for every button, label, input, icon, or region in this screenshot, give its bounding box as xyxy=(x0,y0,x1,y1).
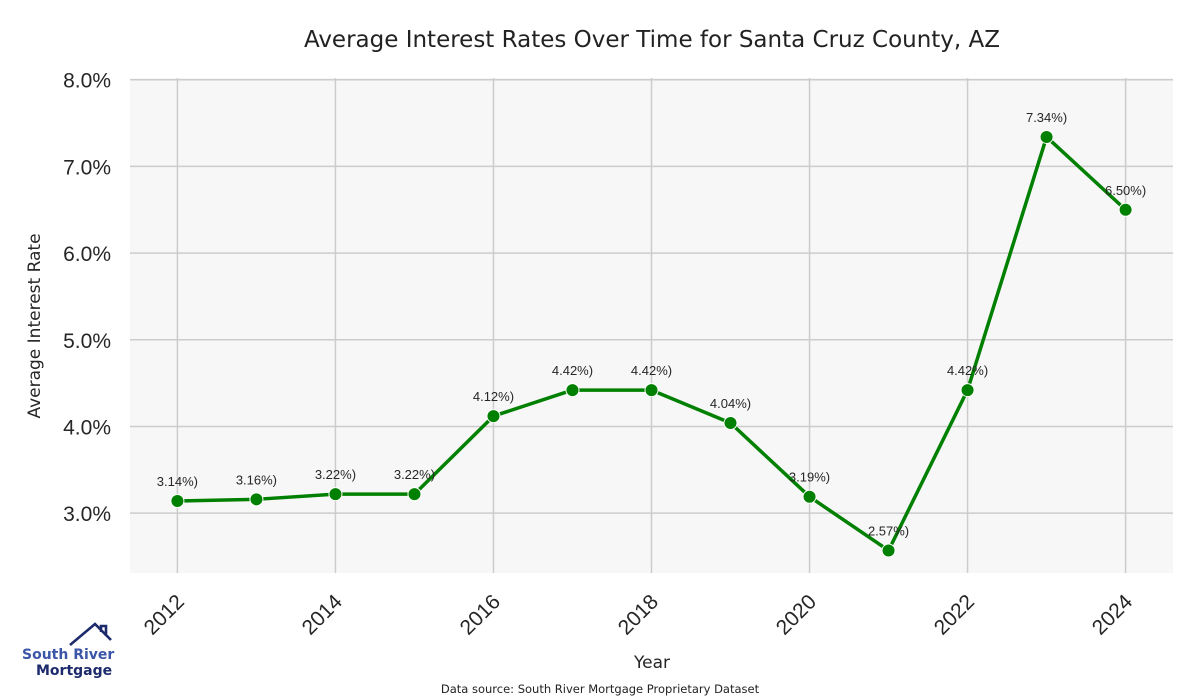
company-logo: South River Mortgage xyxy=(22,622,114,679)
y-tick-labels: 3.0% 4.0% 5.0% 6.0% 7.0% 8.0% xyxy=(63,70,111,526)
data-label: 4.04%) xyxy=(710,396,751,411)
data-point xyxy=(249,492,264,507)
x-tick-label: 2020 xyxy=(772,590,821,639)
logo-line-2: Mortgage xyxy=(36,663,112,679)
x-tick-label: 2024 xyxy=(1088,590,1138,640)
chart-title: Average Interest Rates Over Time for San… xyxy=(304,27,1000,53)
data-label: 4.42%) xyxy=(631,363,672,378)
data-label: 3.22%) xyxy=(315,467,356,482)
logo-line-1: South River xyxy=(22,647,114,663)
data-point xyxy=(486,409,501,424)
data-label: 4.42%) xyxy=(552,363,593,378)
data-point xyxy=(644,383,659,398)
data-label: 3.14%) xyxy=(157,474,198,489)
y-axis-label: Average Interest Rate xyxy=(25,233,45,418)
data-source-note: Data source: South River Mortgage Propri… xyxy=(441,682,760,696)
data-points xyxy=(170,129,1133,558)
x-gridlines xyxy=(176,78,1127,573)
data-point xyxy=(881,543,896,558)
data-point xyxy=(960,383,975,398)
data-label: 6.50%) xyxy=(1105,183,1146,198)
data-point xyxy=(723,416,738,431)
data-label: 3.22%) xyxy=(394,467,435,482)
y-tick-label: 3.0% xyxy=(63,503,111,526)
y-tick-label: 7.0% xyxy=(63,156,111,179)
data-label: 3.16%) xyxy=(236,472,277,487)
x-tick-labels: 2012 2014 2016 2018 2020 2022 2024 xyxy=(140,590,1138,640)
data-label: 4.42%) xyxy=(947,363,988,378)
house-roof-icon xyxy=(69,622,112,646)
data-point xyxy=(802,489,817,504)
x-tick-label: 2012 xyxy=(140,590,189,639)
data-point xyxy=(1118,202,1133,217)
data-point xyxy=(328,487,343,502)
x-tick-label: 2022 xyxy=(930,590,979,639)
x-axis-label: Year xyxy=(633,653,670,673)
y-tick-label: 8.0% xyxy=(63,70,111,93)
y-tick-label: 6.0% xyxy=(63,243,111,266)
data-point xyxy=(407,487,422,502)
data-point xyxy=(565,383,580,398)
data-label: 3.19%) xyxy=(789,470,830,485)
data-label: 2.57%) xyxy=(868,523,909,538)
data-labels: 3.14%) 3.16%) 3.22%) 3.22%) 4.12%) 4.42%) 4.42… xyxy=(157,110,1146,539)
x-tick-label: 2014 xyxy=(298,590,348,640)
y-tick-label: 4.0% xyxy=(63,416,111,439)
data-point xyxy=(1039,129,1054,144)
x-tick-label: 2016 xyxy=(456,590,505,639)
data-point xyxy=(170,494,185,509)
data-label: 7.34%) xyxy=(1026,110,1067,125)
y-tick-label: 5.0% xyxy=(63,330,111,353)
y-gridlines xyxy=(130,78,1173,514)
data-label: 4.12%) xyxy=(473,389,514,404)
x-tick-label: 2018 xyxy=(614,590,663,639)
